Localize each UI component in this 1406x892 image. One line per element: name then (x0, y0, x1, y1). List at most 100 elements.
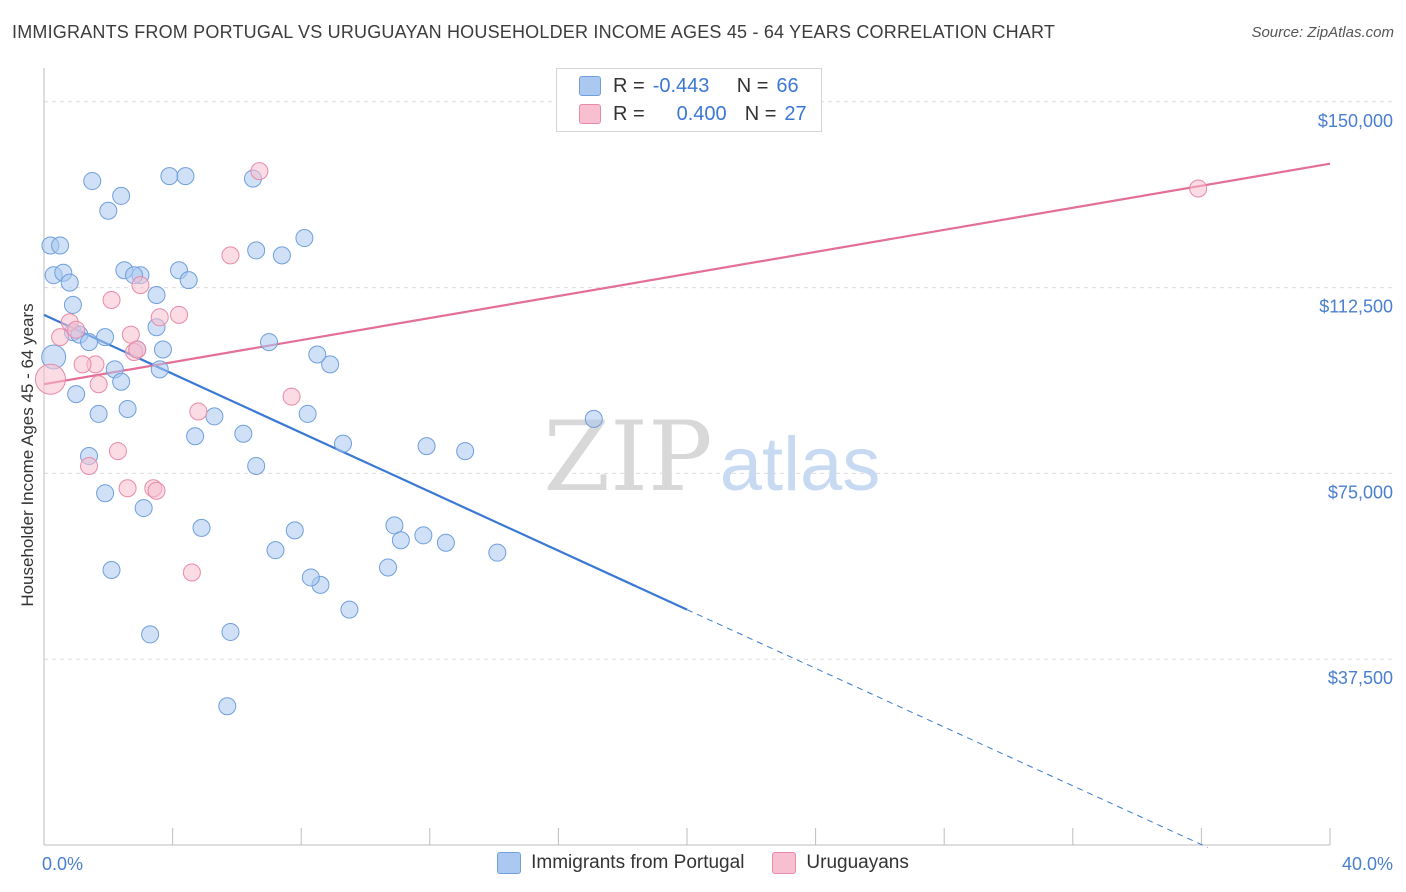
portugal-point (234, 424, 253, 443)
portugal-trendline (43, 313, 688, 611)
portugal-point (205, 407, 224, 426)
uruguayans-point (170, 305, 189, 324)
axes (43, 68, 1331, 846)
correlation-legend: R = -0.443 N = 66 R = 0.400 N = 27 (556, 68, 822, 132)
portugal-point (176, 167, 195, 186)
uruguayans-point (102, 290, 121, 309)
portugal-point (83, 172, 102, 191)
portugal-point (308, 345, 327, 364)
uruguayans-point (147, 481, 166, 500)
uruguayans-point (150, 308, 169, 327)
portugal-point (385, 516, 404, 535)
portugal-point (118, 399, 137, 418)
portugal-point (80, 333, 99, 352)
n-value: 27 (784, 102, 807, 125)
portugal-point (295, 229, 314, 248)
portugal-point (141, 625, 160, 644)
tick-labels: $37,500 $75,000 $112,500 $150,000 0.0% 40.0% (42, 111, 1393, 874)
legend-label-portugal: Immigrants from Portugal (531, 852, 745, 873)
r-label: R = (613, 74, 645, 97)
n-label: N = (736, 74, 769, 97)
portugal-point (221, 622, 240, 641)
portugal-point (102, 561, 121, 580)
portugal-point (285, 521, 304, 540)
portugal-point (247, 241, 266, 260)
portugal-point (456, 442, 475, 461)
portugal-point (321, 355, 340, 374)
portugal-point (134, 499, 153, 518)
series-legend: Immigrants from Portugal Uruguayans (0, 852, 1406, 874)
portugal-trendline-extension (686, 609, 1209, 848)
portugal-point (218, 697, 237, 716)
portugal-point (160, 167, 179, 186)
legend-label-uruguayans: Uruguayans (806, 852, 909, 873)
portugal-point (63, 295, 82, 314)
watermark-atlas: atlas (720, 422, 881, 507)
legend-item-uruguayans[interactable]: Uruguayans (772, 852, 909, 874)
uruguayans-point (118, 479, 137, 498)
uruguayans-point (131, 276, 150, 295)
portugal-point (266, 541, 285, 560)
portugal-point (147, 286, 166, 305)
legend-row-uruguayans: R = 0.400 N = 27 (579, 101, 807, 127)
x-tick-label: 40.0% (1342, 854, 1393, 874)
watermark: ZIP atlas (543, 401, 880, 513)
portugal-point (301, 568, 320, 587)
r-value: 0.400 (676, 102, 727, 125)
portugal-point (112, 372, 131, 391)
y-tick-label: $75,000 (1328, 482, 1393, 502)
portugal-point (417, 437, 436, 456)
y-tick-label: $150,000 (1318, 111, 1393, 131)
portugal-point (379, 558, 398, 577)
source-label: Source: ZipAtlas.com (1251, 24, 1394, 41)
uruguayans-point (89, 375, 108, 394)
portugal-point (186, 427, 205, 446)
portugal-point (96, 328, 115, 347)
portugal-point (340, 600, 359, 619)
uruguayans-point (128, 340, 147, 359)
portugal-point (391, 531, 410, 550)
portugal-point (99, 201, 118, 220)
portugal-point (584, 409, 603, 428)
portugal-point (260, 333, 279, 352)
uruguayans-point (189, 402, 208, 421)
points (34, 162, 1208, 716)
legend-row-portugal: R = -0.443 N = 66 (579, 73, 799, 99)
legend-item-portugal[interactable]: Immigrants from Portugal (497, 852, 744, 874)
n-label: N = (744, 102, 777, 125)
portugal-point (89, 404, 108, 423)
portugal-point (488, 543, 507, 562)
portugal-point (192, 518, 211, 537)
portugal-point (67, 385, 86, 404)
portugal-point (436, 533, 455, 552)
portugal-point (96, 484, 115, 503)
watermark-zip: ZIP (543, 401, 712, 513)
uruguayans-point (121, 325, 140, 344)
uruguayans-point (282, 387, 301, 406)
portugal-point (112, 186, 131, 205)
portugal-point (153, 340, 172, 359)
r-label: R = (613, 102, 645, 125)
chart-title: IMMIGRANTS FROM PORTUGAL VS URUGUAYAN HO… (12, 22, 1056, 42)
portugal-point (60, 273, 79, 292)
portugal-point (298, 404, 317, 423)
uruguayans-point (73, 355, 92, 374)
x-tick-label: 0.0% (42, 854, 83, 874)
trendlines (43, 162, 1331, 848)
y-axis-title: Householder Income Ages 45 - 64 years (18, 303, 37, 606)
portugal-swatch (497, 852, 522, 874)
uruguayans-point (221, 246, 240, 265)
uruguayans-point (1189, 179, 1208, 198)
uruguayans-trendline (43, 162, 1331, 386)
uruguayans-point (182, 563, 201, 582)
uruguayans-point (67, 320, 86, 339)
portugal-point (150, 360, 169, 379)
uruguayans-swatch (579, 104, 601, 124)
uruguayans-point (34, 363, 66, 395)
portugal-swatch (579, 76, 601, 96)
portugal-point (179, 271, 198, 290)
portugal-point (333, 434, 352, 453)
portugal-point (272, 246, 291, 265)
portugal-point (247, 456, 266, 475)
